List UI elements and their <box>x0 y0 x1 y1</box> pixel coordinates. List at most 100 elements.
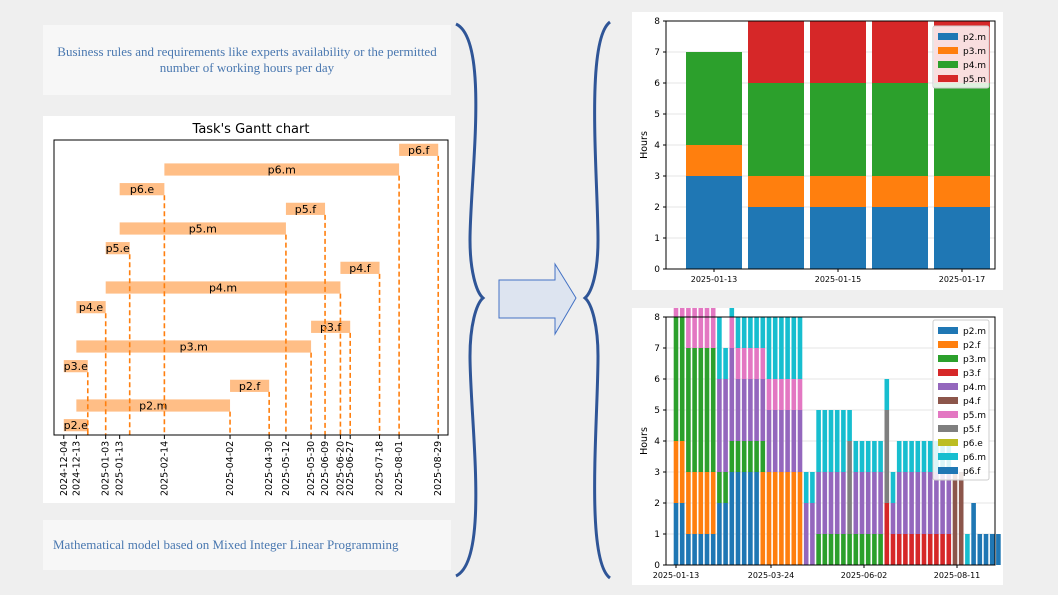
chart2-bar-segment <box>772 410 778 472</box>
chart2-bar-segment <box>717 379 722 472</box>
chart1-y-tick-label: 0 <box>654 265 660 275</box>
chart1-bar-segment <box>872 207 928 269</box>
chart2-bar-segment <box>940 472 945 534</box>
chart2-bar-segment <box>760 379 766 441</box>
chart2-bar-segment <box>772 472 778 565</box>
chart2-bar-segment <box>921 472 927 534</box>
gantt-date-label: 2025-01-03 <box>101 441 112 496</box>
chart2-legend-label: p3.m <box>963 355 986 365</box>
chart2-bar-segment <box>915 441 921 472</box>
gantt-bar <box>76 340 312 353</box>
chart1-legend-swatch <box>938 75 958 82</box>
chart2-bar-segment <box>797 317 803 379</box>
chart2-legend-swatch <box>938 355 958 362</box>
chart2-bar-segment <box>760 317 766 348</box>
chart2-bar-segment <box>760 348 766 379</box>
chart2-bar-segment <box>741 441 747 472</box>
chart2-bar-segment <box>779 317 784 379</box>
chart2-bar-segment <box>878 441 883 472</box>
chart2-bar-segment <box>772 317 778 379</box>
chart2-bar-segment <box>785 379 790 410</box>
chart2-bar-segment <box>797 410 803 472</box>
gantt-date-label: 2025-05-30 <box>306 441 317 496</box>
chart1-y-tick-label: 2 <box>654 203 660 213</box>
gantt-chart-panel: Task's Gantt chart p2.e p2.m p2.f p3.e p3.m p3… <box>43 116 455 503</box>
chart2-bar-segment <box>915 472 921 534</box>
chart1-y-tick-label: 3 <box>654 172 660 182</box>
gantt-bar-label: p4.f <box>349 262 371 275</box>
chart2-y-tick-label: 8 <box>654 313 660 323</box>
requirements-note: Business rules and requirements like exp… <box>43 25 451 95</box>
gantt-chart: Task's Gantt chartp2.ep2.mp2.fp3.ep3.mp3… <box>53 122 449 496</box>
gantt-bar-label: p4.m <box>209 282 237 295</box>
chart2-bar-segment <box>748 441 753 472</box>
chart2-bar-segment <box>853 441 859 472</box>
gantt-bar <box>164 163 400 176</box>
chart2-bar-segment <box>903 441 908 472</box>
left-curly-brace <box>455 22 486 578</box>
chart2-bar-segment <box>859 534 865 565</box>
chart2-y-tick-label: 3 <box>654 468 660 478</box>
chart2-bar-segment <box>741 317 747 348</box>
chart2-bar-segment <box>723 379 728 472</box>
chart2-bar-segment <box>803 503 809 565</box>
chart2-bar-segment <box>853 534 859 565</box>
chart2-bar-segment <box>741 472 747 565</box>
chart2-legend-label: p2.f <box>963 341 981 351</box>
gantt-date-label: 2025-04-30 <box>264 441 275 496</box>
gantt-bar <box>119 183 165 196</box>
chart2-bar-segment <box>859 441 865 472</box>
chart1-plot-frame <box>665 20 996 270</box>
chart2-bar-segment <box>921 441 927 472</box>
chart2-bar-segment <box>735 317 741 348</box>
chart2-bar-segment <box>909 441 914 472</box>
chart2-bar-segment <box>940 534 945 565</box>
chart2-bar-segment <box>872 472 877 534</box>
chart1-legend-box <box>932 25 990 89</box>
chart2-bar-segment <box>965 534 970 565</box>
chart2-bar-segment <box>865 441 871 472</box>
chart2-bar-segment <box>710 348 716 472</box>
chart2-y-tick-label: 5 <box>654 406 660 416</box>
chart1-bar-segment <box>748 83 804 176</box>
chart2-bar-segment <box>698 534 704 565</box>
chart2-bar-segment <box>946 472 952 534</box>
chart2-bar-segment <box>785 410 790 472</box>
chart2-bar-segment <box>717 503 722 565</box>
chart2-bar-segment <box>841 472 846 534</box>
chart2-y-tick-label: 0 <box>654 561 660 571</box>
chart2-bar-segment <box>717 317 722 379</box>
chart2-bar-segment <box>803 472 809 503</box>
chart2-x-tick-label: 2025-03-24 <box>748 571 795 580</box>
chart1-y-tick-label: 4 <box>654 141 660 151</box>
chart2-legend-swatch <box>938 397 958 404</box>
model-note: Mathematical model based on Mixed Intege… <box>43 520 451 570</box>
chart1-bar-segment <box>934 83 990 176</box>
chart2-bar-segment <box>834 534 840 565</box>
gantt-date-label: 2025-08-29 <box>433 441 444 496</box>
gantt-date-label: 2024-12-13 <box>71 441 82 496</box>
chart2-legend-swatch <box>938 453 958 460</box>
chart1-y-tick-label: 6 <box>654 79 660 89</box>
chart2-legend-swatch <box>938 327 958 334</box>
chart2-legend-swatch <box>938 411 958 418</box>
chart2-bar-segment <box>816 410 821 472</box>
chart2-bar-segment <box>710 472 716 534</box>
chart2-legend-swatch <box>938 369 958 376</box>
gantt-date-label: 2025-02-14 <box>159 441 170 496</box>
gantt-bar-label: p6.f <box>408 144 430 157</box>
gantt-bar-label: p4.e <box>79 301 103 314</box>
chart2-bar-segment <box>828 410 834 472</box>
chart2-bar-segment <box>704 348 710 472</box>
chart1-bar-segment <box>872 176 928 207</box>
chart2-legend-swatch <box>938 341 958 348</box>
chart2-bar-segment <box>679 317 685 441</box>
chart2-bar-segment <box>741 348 747 379</box>
chart2-bar-segment <box>735 348 741 379</box>
chart2-bar-segment <box>679 441 685 503</box>
chart2-legend-swatch <box>938 425 958 432</box>
chart2-bar-segment <box>686 348 691 472</box>
gantt-bar <box>76 399 231 412</box>
chart2-legend-label: p6.f <box>963 467 981 477</box>
